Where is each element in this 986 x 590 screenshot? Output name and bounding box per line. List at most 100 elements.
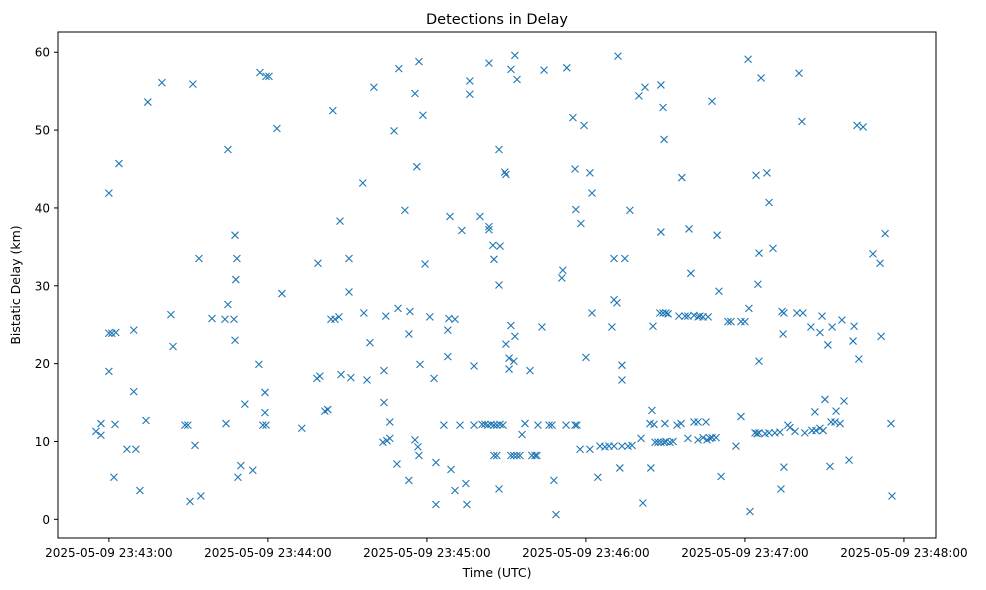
data-point	[651, 438, 659, 447]
data-point	[513, 75, 521, 84]
data-point	[588, 189, 596, 198]
data-point	[791, 427, 799, 436]
x-tick-label: 2025-05-09 23:44:00	[204, 546, 331, 560]
data-point	[511, 51, 519, 60]
data-point	[585, 445, 594, 454]
data-point	[470, 421, 478, 430]
data-point	[708, 97, 716, 106]
data-point	[157, 78, 166, 87]
data-point	[111, 328, 120, 337]
data-point	[451, 315, 459, 324]
data-point	[416, 360, 424, 369]
y-tick-label: 30	[35, 279, 50, 293]
data-point	[401, 206, 409, 215]
y-tick-label: 40	[35, 201, 50, 215]
data-point	[463, 500, 471, 509]
data-point	[265, 72, 273, 81]
data-point	[675, 312, 683, 321]
data-point	[221, 315, 229, 324]
data-point	[660, 438, 668, 447]
data-point	[485, 59, 493, 68]
x-tick-label: 2025-05-09 23:45:00	[363, 546, 490, 560]
data-point	[755, 357, 763, 366]
data-point	[807, 323, 815, 331]
data-point	[110, 473, 118, 482]
data-point	[618, 376, 626, 384]
data-point	[713, 231, 721, 240]
data-point	[613, 299, 621, 307]
data-point	[104, 367, 113, 376]
data-point	[509, 451, 518, 460]
data-point	[816, 328, 824, 337]
data-point	[779, 309, 788, 317]
data-point	[777, 485, 785, 493]
data-point	[649, 322, 657, 331]
data-point	[516, 451, 524, 460]
data-point	[366, 338, 374, 347]
data-point	[746, 507, 754, 516]
x-tick-label: 2025-05-09 23:47:00	[681, 546, 808, 560]
data-point	[765, 198, 773, 207]
data-point	[646, 464, 655, 472]
data-point	[562, 421, 570, 430]
data-point	[323, 405, 332, 414]
data-point	[753, 429, 762, 438]
data-point	[443, 326, 452, 335]
data-point	[404, 476, 413, 485]
data-point	[776, 428, 784, 437]
data-point	[657, 81, 665, 89]
data-point	[485, 225, 493, 234]
data-point	[569, 113, 577, 122]
data-point	[521, 419, 529, 428]
data-point	[659, 103, 667, 112]
data-point	[195, 254, 203, 263]
data-point	[359, 309, 368, 317]
data-point	[451, 486, 459, 495]
data-point	[881, 229, 890, 238]
data-point	[495, 485, 503, 493]
data-point	[702, 418, 710, 426]
data-point	[123, 445, 131, 454]
data-point	[465, 90, 474, 99]
x-axis-ticks: 2025-05-09 23:43:00 2025-05-09 23:44:00 20…	[45, 538, 968, 560]
data-point	[394, 64, 403, 73]
data-point	[660, 419, 669, 428]
data-point	[593, 473, 602, 482]
data-point	[694, 436, 702, 444]
data-point	[562, 63, 571, 72]
data-point	[223, 145, 232, 154]
data-point	[379, 438, 387, 447]
data-point	[115, 159, 123, 168]
data-point	[335, 313, 343, 321]
data-point	[258, 421, 267, 430]
data-point	[831, 418, 839, 426]
data-point	[792, 309, 801, 317]
data-point	[432, 458, 440, 467]
data-point	[500, 168, 509, 177]
data-point	[470, 362, 478, 370]
data-point	[167, 310, 175, 319]
x-tick-label: 2025-05-09 23:46:00	[522, 546, 649, 560]
data-point	[552, 510, 560, 519]
data-point	[507, 65, 515, 74]
data-point	[465, 77, 474, 85]
y-tick-label: 60	[35, 46, 50, 60]
data-point	[677, 173, 686, 182]
data-point	[828, 323, 837, 331]
data-point	[136, 486, 144, 495]
data-point	[495, 281, 503, 289]
data-point	[699, 433, 707, 442]
data-point	[799, 309, 807, 317]
data-point	[393, 460, 401, 468]
data-point	[490, 451, 498, 460]
data-point	[191, 441, 199, 450]
data-point	[677, 419, 685, 428]
data-point	[887, 419, 895, 428]
data-point	[181, 421, 189, 430]
data-point	[582, 353, 590, 362]
data-point	[576, 445, 584, 454]
data-point	[415, 57, 423, 66]
data-point	[810, 408, 819, 416]
data-point	[509, 357, 518, 366]
